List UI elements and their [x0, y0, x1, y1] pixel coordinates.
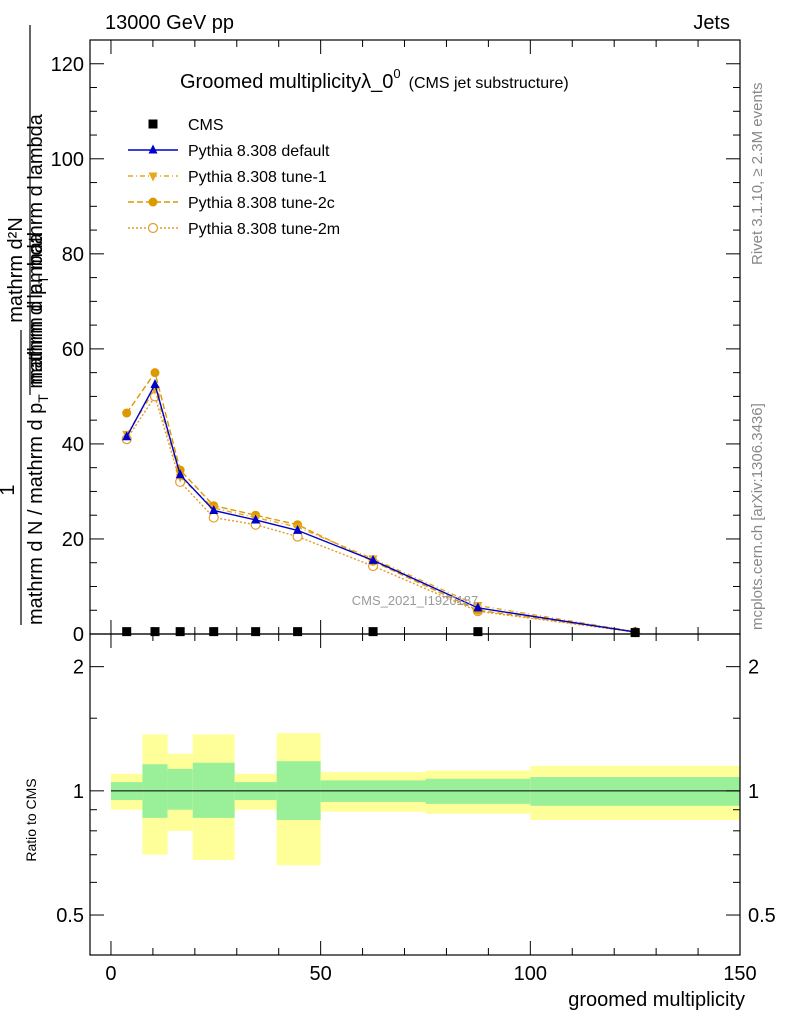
series-cms	[122, 627, 640, 638]
y-tick-label: 60	[62, 339, 84, 361]
marker-square	[175, 627, 185, 637]
marker-square	[630, 628, 640, 638]
series-line	[126, 394, 636, 633]
legend-label: Pythia 8.308 tune-1	[188, 169, 327, 186]
x-tick-label: 100	[514, 963, 547, 985]
ratio-tick-label-right: 0.5	[748, 905, 776, 927]
ratio-plot-frame	[89, 633, 741, 956]
legend-label: Pythia 8.308 tune-2c	[188, 195, 335, 212]
marker-square	[122, 627, 132, 637]
ratio-band-inner	[192, 762, 235, 818]
axis-tick-labels: 0 20 40 60 80 100 120 0 50 100 150 0.5 0.5 1 1 2 2	[51, 54, 776, 985]
marker-square	[251, 627, 261, 637]
y-label-prefactor: 1	[0, 484, 19, 495]
ratio-y-label: Ratio to CMS	[23, 778, 39, 861]
legend-entry: Pythia 8.308 default	[128, 143, 330, 160]
marker-square	[150, 627, 160, 637]
legend-label: Pythia 8.308 default	[188, 143, 330, 160]
legend-label: CMS	[188, 117, 224, 134]
marker-triangle-down	[148, 172, 158, 182]
marker-circle	[122, 408, 132, 418]
y-tick-label: 100	[51, 149, 84, 171]
main-series-group	[121, 368, 641, 638]
legend-entry: Pythia 8.308 tune-2m	[128, 221, 340, 238]
ratio-tick-label-left: 2	[73, 657, 84, 679]
marker-triangle-up	[122, 431, 132, 441]
analysis-watermark: CMS_2021_I1920187	[352, 593, 479, 608]
axes-frames	[89, 39, 741, 956]
chart-title: Groomed multiplicityλ_00(CMS jet substru…	[180, 66, 569, 93]
ratio-band-inner	[530, 777, 740, 806]
marker-circle	[150, 368, 160, 378]
legend-label: Pythia 8.308 tune-2m	[188, 221, 340, 238]
ratio-tick-label-left: 0.5	[56, 905, 84, 927]
y-label-denominator: mathrm d pT mathrm d lambda	[25, 113, 51, 385]
x-axis-label: groomed multiplicity	[568, 989, 745, 1011]
axis-ticks	[90, 39, 741, 955]
rivet-version-text: Rivet 3.1.10, ≥ 2.3M events	[749, 83, 766, 266]
header-left: 13000 GeV pp	[105, 12, 234, 34]
marker-circle-open	[147, 222, 159, 234]
ratio-tick-label-left: 1	[73, 781, 84, 803]
y-tick-label: 80	[62, 244, 84, 266]
marker-square	[209, 627, 219, 637]
marker-triangle-up	[368, 554, 378, 564]
marker-triangle-up	[175, 469, 185, 479]
y-axis-label: 1 mathrm d N / mathrm d pT mathrm d lamb…	[0, 25, 51, 625]
ratio-uncertainty-bands	[110, 733, 740, 866]
series-line	[126, 370, 636, 633]
legend: CMS Pythia 8.308 default Pythia 8.308 tune…	[128, 117, 340, 238]
series-line	[126, 387, 636, 633]
y-tick-label: 120	[51, 54, 84, 76]
x-tick-label: 50	[310, 963, 332, 985]
marker-triangle-up	[150, 379, 160, 389]
legend-entry: Pythia 8.308 tune-2c	[128, 195, 335, 212]
marker-triangle-up	[148, 144, 158, 154]
marker-triangle-up	[293, 524, 303, 534]
marker-square	[148, 119, 158, 129]
legend-entry: CMS	[148, 117, 224, 134]
y-tick-label: 40	[62, 434, 84, 456]
x-tick-label: 0	[105, 963, 116, 985]
ratio-tick-label-right: 2	[748, 657, 759, 679]
marker-triangle-up	[473, 602, 483, 612]
marker-square	[293, 627, 303, 637]
y-label-numerator: mathrm d²N	[5, 217, 27, 323]
ratio-tick-label-right: 1	[748, 781, 759, 803]
marker-triangle-up	[251, 514, 261, 524]
header-right: Jets	[693, 12, 730, 34]
ratio-band-inner	[167, 768, 193, 810]
y-tick-label: 0	[73, 624, 84, 646]
marker-square	[473, 627, 483, 637]
marker-square	[368, 627, 378, 637]
marker-circle	[148, 197, 158, 207]
marker-triangle-up	[209, 504, 219, 514]
x-tick-label: 150	[723, 963, 756, 985]
y-tick-label: 20	[62, 529, 84, 551]
mcplots-credit-text: mcplots.cern.ch [arXiv:1306.3436]	[749, 403, 766, 630]
marker-circle-open	[208, 512, 219, 523]
legend-entry: Pythia 8.308 tune-1	[128, 169, 327, 186]
